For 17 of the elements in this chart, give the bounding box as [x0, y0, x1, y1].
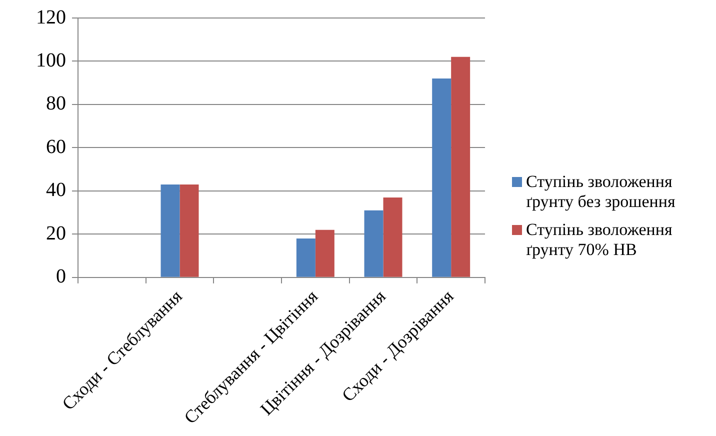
- y-tick-label: 60: [46, 136, 66, 158]
- bar: [296, 238, 316, 277]
- bar: [180, 184, 199, 277]
- bar: [160, 184, 180, 277]
- bar: [315, 230, 334, 277]
- y-tick-label: 40: [46, 179, 66, 202]
- bar: [432, 78, 452, 277]
- legend-label: Ступінь зволоження ґрунту 70% НВ: [526, 220, 674, 260]
- legend-label: Ступінь зволоження ґрунту без зрошення: [526, 172, 676, 212]
- bar: [451, 56, 470, 277]
- y-tick-label: 0: [56, 266, 66, 288]
- y-tick-label: 120: [36, 6, 66, 28]
- y-tick-label: 20: [46, 222, 66, 244]
- bar: [364, 210, 384, 277]
- y-tick-label: 100: [36, 49, 66, 72]
- y-tick-label: 80: [46, 92, 66, 115]
- bar: [383, 197, 402, 277]
